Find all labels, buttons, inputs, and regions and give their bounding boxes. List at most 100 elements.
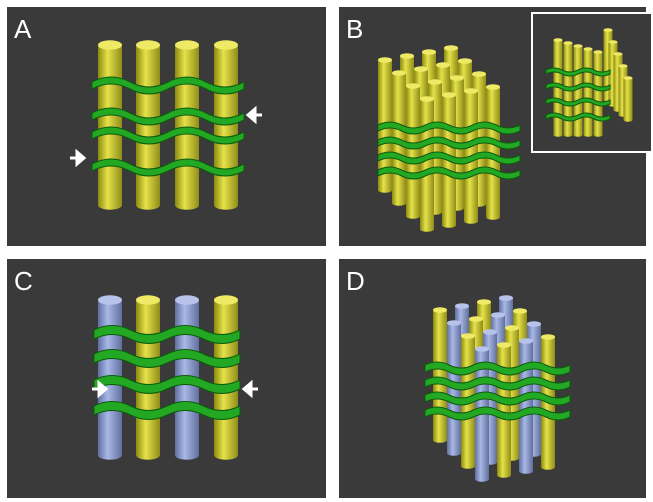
cylinder: [603, 30, 613, 100]
cylinder-base: [541, 464, 555, 470]
cylinder-top: [608, 40, 618, 44]
cylinder-top: [461, 333, 475, 339]
panel-label: A: [14, 14, 32, 44]
cylinder-top: [175, 40, 199, 50]
cylinder-top: [486, 84, 500, 90]
cylinder: [433, 310, 447, 440]
cylinder-base: [593, 133, 603, 137]
panel-a: [7, 7, 326, 246]
cylinder-base: [475, 476, 489, 482]
cylinder-top: [378, 57, 392, 63]
cylinder-base: [175, 450, 199, 460]
cylinder-top: [497, 342, 511, 348]
cylinder-top: [583, 47, 593, 51]
cylinder-base: [447, 450, 461, 456]
cylinder: [623, 78, 633, 120]
green-sheet: [91, 76, 245, 95]
cylinder-top: [392, 70, 406, 76]
cylinder: [593, 52, 603, 135]
cylinder-top: [469, 316, 483, 322]
cylinder-top: [422, 49, 436, 55]
arrow: [241, 379, 258, 399]
cylinder-base: [433, 437, 447, 443]
cylinder-base: [563, 133, 573, 137]
green-sheet: [93, 349, 241, 368]
cylinder-top: [513, 308, 527, 314]
cylinder-base: [519, 468, 533, 474]
cylinder-top: [553, 38, 563, 42]
arrow: [245, 105, 262, 125]
green-sheet: [91, 158, 245, 177]
green-sheet: [424, 391, 571, 406]
renderings: [70, 28, 633, 482]
cylinder-top: [447, 320, 461, 326]
cylinder-top: [98, 40, 122, 50]
green-sheet: [377, 121, 521, 135]
cylinder-base: [136, 200, 160, 210]
cylinder-top: [98, 295, 122, 305]
cylinder-base: [420, 226, 434, 232]
cylinder-base: [214, 200, 238, 210]
cylinder-base: [136, 450, 160, 460]
green-sheet: [91, 126, 245, 145]
panel-label: C: [14, 266, 33, 296]
cylinder-top: [505, 325, 519, 331]
cylinder-top: [541, 334, 555, 340]
green-sheet: [424, 406, 571, 421]
cylinder-top: [214, 40, 238, 50]
cylinder-top: [475, 346, 489, 352]
cylinder: [618, 66, 628, 115]
arrow: [70, 148, 87, 168]
cylinder-top: [593, 50, 603, 54]
green-sheet: [93, 375, 241, 394]
cylinder-top: [472, 71, 486, 77]
cylinder: [406, 86, 420, 216]
cylinder-top: [458, 58, 472, 64]
cylinder-base: [497, 472, 511, 478]
arrow: [92, 379, 109, 399]
cylinder-top: [527, 321, 541, 327]
cylinder-base: [214, 450, 238, 460]
cylinder-top: [442, 92, 456, 98]
cylinder-top: [136, 295, 160, 305]
green-sheet: [545, 82, 611, 92]
cylinder-base: [461, 463, 475, 469]
cylinder: [136, 300, 160, 455]
cylinder: [608, 42, 618, 105]
cylinder: [613, 54, 623, 110]
cylinder-base: [175, 200, 199, 210]
cylinder: [573, 46, 583, 135]
cylinder-top: [613, 52, 623, 56]
cylinder-base: [553, 133, 563, 137]
green-sheet: [424, 361, 571, 376]
cylinder-top: [444, 45, 458, 51]
cylinder-top: [499, 295, 513, 301]
green-sheet: [545, 67, 611, 77]
green-sheet: [377, 166, 521, 180]
panel-c: [7, 259, 326, 498]
cylinder-base: [623, 118, 633, 122]
cylinder-base: [583, 133, 593, 137]
cylinder-base: [392, 200, 406, 206]
green-sheet: [377, 136, 521, 150]
cylinder-top: [400, 53, 414, 59]
cylinder-base: [406, 213, 420, 219]
green-sheet: [424, 376, 571, 391]
panel-label: D: [346, 266, 365, 296]
cylinder: [486, 87, 500, 217]
cylinder-top: [573, 44, 583, 48]
cylinder-top: [175, 295, 199, 305]
green-sheet: [93, 401, 241, 420]
cylinder-top: [436, 62, 450, 68]
cylinder: [583, 49, 593, 135]
cylinder-top: [214, 295, 238, 305]
cylinder-base: [464, 218, 478, 224]
cylinder-top: [603, 28, 613, 32]
cylinder-top: [414, 66, 428, 72]
cylinder-top: [483, 329, 497, 335]
cylinder-top: [563, 41, 573, 45]
cylinder-top: [519, 338, 533, 344]
cylinder-top: [433, 307, 447, 313]
cylinder: [497, 345, 511, 475]
